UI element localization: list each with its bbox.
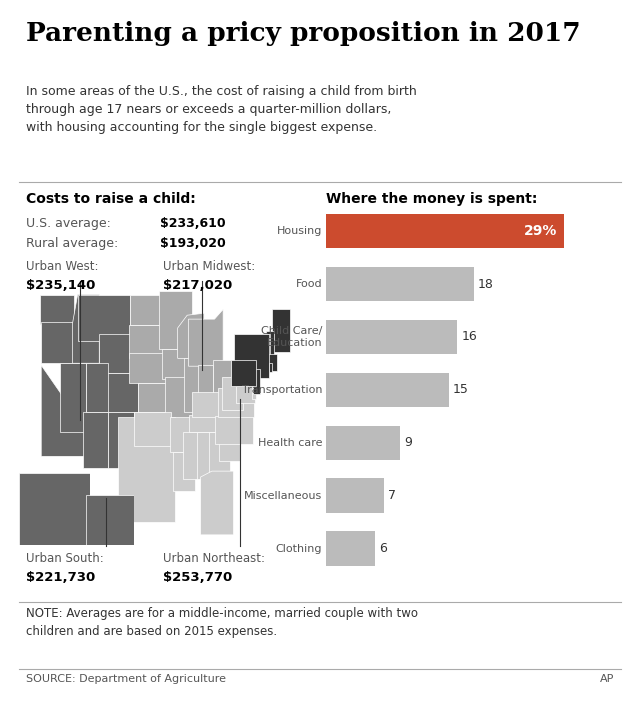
Text: 16: 16	[461, 330, 477, 343]
Polygon shape	[40, 295, 74, 324]
Polygon shape	[162, 349, 190, 379]
Text: Miscellaneous: Miscellaneous	[244, 491, 323, 501]
Text: U.S. average:: U.S. average:	[26, 217, 111, 230]
Text: Urban West:: Urban West:	[26, 260, 98, 273]
Polygon shape	[222, 377, 243, 410]
Bar	[326, 478, 383, 513]
Polygon shape	[129, 295, 162, 325]
Polygon shape	[183, 432, 198, 479]
Polygon shape	[189, 309, 223, 366]
Polygon shape	[159, 290, 193, 349]
Polygon shape	[83, 412, 108, 468]
Text: NOTE: Averages are for a middle-income, married couple with two
children and are: NOTE: Averages are for a middle-income, …	[26, 607, 418, 638]
Text: AP: AP	[600, 674, 614, 684]
Text: In some areas of the U.S., the cost of raising a child from birth
through age 17: In some areas of the U.S., the cost of r…	[26, 85, 417, 135]
Bar	[326, 267, 474, 301]
Polygon shape	[262, 334, 270, 357]
Text: Food: Food	[296, 279, 323, 289]
Polygon shape	[218, 388, 254, 417]
Polygon shape	[19, 473, 90, 545]
Polygon shape	[138, 383, 170, 412]
Polygon shape	[219, 430, 240, 461]
Polygon shape	[209, 432, 230, 477]
Text: Rural average:: Rural average:	[26, 237, 118, 250]
Polygon shape	[99, 334, 129, 373]
Polygon shape	[86, 363, 108, 412]
Polygon shape	[108, 412, 134, 468]
Text: Transportation: Transportation	[242, 384, 323, 395]
Text: Clothing: Clothing	[276, 543, 323, 553]
Polygon shape	[262, 355, 277, 371]
Text: Housing: Housing	[277, 226, 323, 236]
Text: $193,020: $193,020	[160, 237, 226, 250]
Text: Costs to raise a child:: Costs to raise a child:	[26, 192, 195, 206]
Polygon shape	[215, 417, 253, 444]
Polygon shape	[165, 377, 194, 422]
Text: Urban Midwest:: Urban Midwest:	[163, 260, 255, 273]
Polygon shape	[72, 295, 99, 363]
Polygon shape	[266, 331, 274, 357]
Polygon shape	[269, 363, 272, 372]
Polygon shape	[234, 334, 269, 378]
Polygon shape	[41, 322, 76, 363]
Polygon shape	[253, 369, 260, 394]
Polygon shape	[236, 386, 255, 404]
Polygon shape	[232, 360, 257, 386]
Text: Health care: Health care	[258, 438, 323, 448]
Polygon shape	[252, 384, 255, 399]
Polygon shape	[108, 373, 138, 412]
Polygon shape	[60, 363, 86, 432]
Polygon shape	[77, 295, 129, 341]
Polygon shape	[200, 471, 234, 535]
Bar	[326, 372, 449, 407]
Text: 7: 7	[388, 489, 396, 502]
Polygon shape	[189, 415, 227, 432]
Text: Urban South:: Urban South:	[26, 552, 103, 565]
Polygon shape	[173, 451, 195, 491]
Text: 6: 6	[380, 542, 387, 555]
Text: Child Care/
Education: Child Care/ Education	[261, 326, 323, 347]
Bar	[326, 214, 564, 248]
Bar	[326, 426, 400, 460]
Bar	[326, 320, 457, 354]
Text: SOURCE: Department of Agriculture: SOURCE: Department of Agriculture	[26, 674, 226, 684]
Polygon shape	[272, 309, 291, 352]
Polygon shape	[196, 432, 212, 479]
Polygon shape	[41, 365, 86, 456]
Text: 18: 18	[477, 278, 493, 290]
Polygon shape	[198, 365, 212, 404]
Polygon shape	[261, 363, 269, 373]
Text: 15: 15	[453, 383, 469, 397]
Polygon shape	[134, 412, 171, 446]
Polygon shape	[170, 417, 192, 451]
Polygon shape	[118, 417, 175, 522]
Polygon shape	[86, 495, 134, 545]
Text: 29%: 29%	[524, 224, 557, 238]
Text: Urban Northeast:: Urban Northeast:	[163, 552, 265, 565]
Text: $233,610: $233,610	[160, 217, 226, 230]
Text: $253,770: $253,770	[163, 571, 232, 584]
Polygon shape	[129, 353, 167, 383]
Text: Where the money is spent:: Where the money is spent:	[326, 192, 538, 206]
Text: Parenting a pricy proposition in 2017: Parenting a pricy proposition in 2017	[26, 21, 580, 46]
Polygon shape	[192, 392, 225, 417]
Text: 9: 9	[404, 436, 412, 449]
Polygon shape	[212, 360, 232, 399]
Text: $235,140: $235,140	[26, 279, 95, 292]
Text: $217,020: $217,020	[163, 279, 232, 292]
Text: $221,730: $221,730	[26, 571, 95, 584]
Bar	[326, 531, 376, 566]
Polygon shape	[184, 358, 201, 412]
Polygon shape	[178, 313, 204, 358]
Polygon shape	[129, 325, 163, 358]
